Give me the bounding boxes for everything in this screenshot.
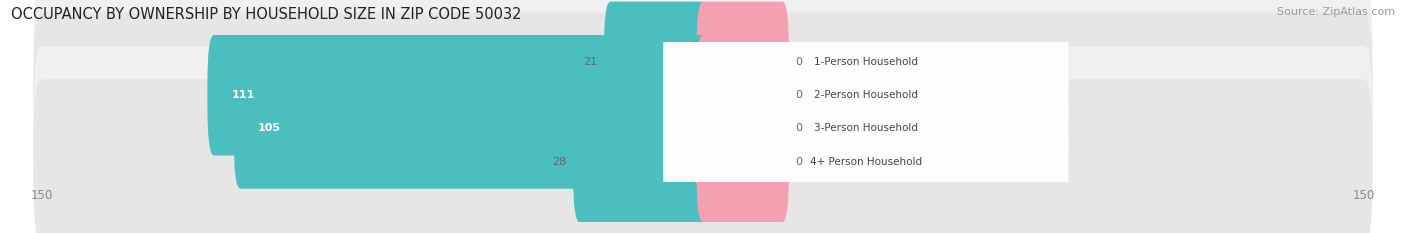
Text: 2-Person Household: 2-Person Household <box>814 90 918 100</box>
FancyBboxPatch shape <box>34 0 1372 144</box>
FancyBboxPatch shape <box>605 2 710 122</box>
FancyBboxPatch shape <box>696 35 789 155</box>
Text: 0: 0 <box>796 90 803 100</box>
Text: 1-Person Household: 1-Person Household <box>814 57 918 67</box>
FancyBboxPatch shape <box>664 87 1069 233</box>
FancyBboxPatch shape <box>696 2 789 122</box>
Text: 0: 0 <box>796 123 803 134</box>
Text: 28: 28 <box>553 157 567 167</box>
Text: 105: 105 <box>259 123 281 134</box>
Text: 4+ Person Household: 4+ Person Household <box>810 157 922 167</box>
Text: 111: 111 <box>232 90 254 100</box>
FancyBboxPatch shape <box>233 68 710 189</box>
Text: 3-Person Household: 3-Person Household <box>814 123 918 134</box>
FancyBboxPatch shape <box>34 13 1372 178</box>
Text: Source: ZipAtlas.com: Source: ZipAtlas.com <box>1277 7 1395 17</box>
Text: 0: 0 <box>796 157 803 167</box>
FancyBboxPatch shape <box>664 54 1069 203</box>
FancyBboxPatch shape <box>207 35 710 155</box>
FancyBboxPatch shape <box>696 102 789 222</box>
FancyBboxPatch shape <box>664 20 1069 170</box>
FancyBboxPatch shape <box>34 79 1372 233</box>
FancyBboxPatch shape <box>664 0 1069 137</box>
FancyBboxPatch shape <box>574 102 710 222</box>
FancyBboxPatch shape <box>696 68 789 189</box>
Text: OCCUPANCY BY OWNERSHIP BY HOUSEHOLD SIZE IN ZIP CODE 50032: OCCUPANCY BY OWNERSHIP BY HOUSEHOLD SIZE… <box>11 7 522 22</box>
Text: 0: 0 <box>796 57 803 67</box>
FancyBboxPatch shape <box>34 46 1372 211</box>
Text: 21: 21 <box>583 57 598 67</box>
